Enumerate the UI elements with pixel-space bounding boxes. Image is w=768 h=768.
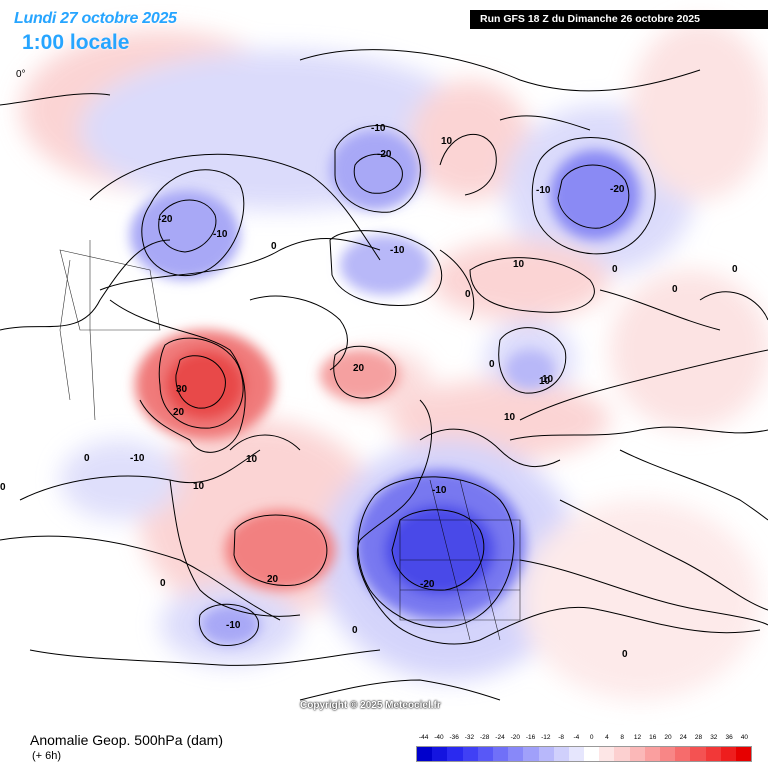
- scale-swatch: [492, 747, 509, 761]
- scale-swatch: [644, 747, 660, 761]
- scale-label: -36: [449, 734, 459, 741]
- scale-swatch: [568, 747, 585, 761]
- scale-swatch: [629, 747, 645, 761]
- longitude-label: 0°: [16, 69, 26, 80]
- contour-label: 10: [504, 412, 516, 423]
- contour-label: 20: [353, 363, 365, 374]
- contour-label: 0: [612, 264, 618, 275]
- scale-label: 12: [633, 734, 642, 741]
- model-run-label: Run GFS 18 Z du Dimanche 26 octobre 2025: [470, 10, 768, 29]
- contour-label: -20: [158, 214, 173, 225]
- scale-label: 32: [710, 734, 718, 741]
- scale-swatch: [614, 747, 630, 761]
- contour-label: 0: [489, 359, 495, 370]
- scale-swatch: [735, 747, 752, 761]
- scale-label: 20: [664, 734, 672, 741]
- scale-label: 16: [649, 734, 657, 741]
- contour-label: 10: [539, 376, 551, 387]
- scale-swatch: [553, 747, 569, 761]
- scale-label: -16: [525, 734, 536, 741]
- contour-label: 0: [465, 289, 471, 300]
- legend-subtitle: (+ 6h): [32, 750, 62, 762]
- copyright-text: Copyright © 2025 Meteociel.fr: [300, 700, 441, 711]
- scale-label: 4: [605, 734, 609, 741]
- contour-label: 0: [352, 625, 358, 636]
- scale-label: -4: [573, 734, 580, 741]
- scale-label: -24: [495, 734, 505, 741]
- contour-label: 10: [542, 374, 554, 385]
- color-scale-labels: -44 -40 -36 -32 -28 -24 -20 -16 -12 -8 -4 0 4 8 12 16 20…: [416, 734, 752, 744]
- color-scale-bar: [416, 746, 752, 762]
- scale-swatch: [660, 747, 676, 761]
- contour-label: 20: [173, 407, 185, 418]
- scale-swatch: [675, 747, 691, 761]
- contour-label: 0: [672, 284, 678, 295]
- contour-label: 0: [271, 241, 277, 252]
- contour-label: 0: [622, 649, 628, 660]
- scale-label: 28: [694, 734, 703, 741]
- scale-label: -44: [418, 734, 429, 741]
- scale-swatch: [432, 747, 448, 761]
- contour-label: -20: [420, 579, 435, 590]
- scale-swatch: [523, 747, 539, 761]
- scale-label: 40: [740, 734, 748, 741]
- scale-label: 36: [725, 734, 733, 741]
- contour-label: 0: [0, 482, 6, 493]
- contour-label: 0: [160, 578, 166, 589]
- contour-label: -10: [390, 245, 405, 256]
- contour-label: 0: [84, 453, 90, 464]
- contour-label: -20: [610, 184, 625, 195]
- contour-label: 10: [193, 481, 205, 492]
- contour-label: 0: [732, 264, 738, 275]
- scale-label: -32: [464, 734, 475, 741]
- scale-swatch: [690, 747, 706, 761]
- scale-swatch: [599, 747, 615, 761]
- contour-label: -20: [377, 149, 392, 160]
- scale-swatch: [720, 747, 736, 761]
- scale-label: -8: [558, 734, 564, 741]
- scale-swatch: [508, 747, 524, 761]
- scale-label: 0: [589, 734, 594, 741]
- contour-label: -10: [536, 185, 551, 196]
- contour-label: 30: [176, 384, 188, 395]
- forecast-time: 1:00 locale: [22, 31, 130, 54]
- contour-label: 20: [267, 574, 279, 585]
- forecast-date: Lundi 27 octobre 2025: [14, 10, 177, 27]
- contour-label: -10: [371, 123, 386, 134]
- scale-label: -28: [480, 734, 490, 741]
- contour-label: -10: [130, 453, 145, 464]
- scale-swatch: [447, 747, 463, 761]
- scale-swatch: [538, 747, 554, 761]
- scale-label: -20: [510, 734, 520, 741]
- scale-label: 8: [620, 734, 624, 741]
- contour-label: -10: [432, 485, 447, 496]
- scale-swatch: [477, 747, 493, 761]
- scale-label: -40: [434, 734, 444, 741]
- contour-label: -10: [213, 229, 228, 240]
- scale-swatch: [705, 747, 721, 761]
- scale-swatch: [584, 747, 600, 761]
- legend-title: Anomalie Geop. 500hPa (dam): [30, 732, 223, 748]
- scale-label: 24: [679, 734, 687, 741]
- scale-swatch: [417, 747, 433, 761]
- scale-swatch: [462, 747, 478, 761]
- contour-label: 10: [513, 259, 525, 270]
- contour-label: 10: [246, 454, 258, 465]
- contour-label: -10: [226, 620, 241, 631]
- scale-label: -12: [541, 734, 551, 741]
- contour-label: 10: [441, 136, 453, 147]
